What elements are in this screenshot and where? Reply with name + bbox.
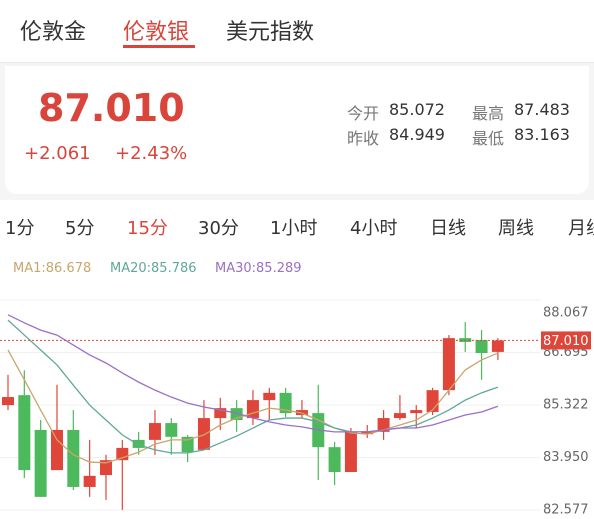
candle-body [328,447,341,473]
price: 87.010 [38,86,185,130]
period-tab[interactable]: 5分 [65,218,95,239]
candle-body [279,392,292,414]
stat-label: 今开 [347,104,380,123]
last-price-box [541,331,591,350]
candle-body [442,338,455,391]
candle-body [2,397,14,406]
candle-body [67,429,80,487]
tab[interactable]: 美元指数 [226,20,315,45]
period-tab[interactable]: 30分 [198,218,239,239]
ma-line [7,319,499,454]
candle-body [344,431,357,473]
candle-body [426,390,439,412]
candle-body [148,423,161,440]
stat-value: 84.949 [389,125,445,144]
stat-label: 昨收 [347,129,380,148]
period-tab[interactable]: 15分 [127,218,168,239]
period-tab[interactable]: 周线 [498,218,534,239]
candle-body [50,429,63,471]
candle-body [99,460,112,476]
period-tab[interactable]: 1小时 [270,218,318,239]
candle-body [491,340,504,352]
ma-legend: MA20:85.786 [110,261,197,276]
candle-body [214,408,227,419]
y-tick-label: 83.950 [543,450,589,465]
period-tab[interactable]: 1分 [5,218,35,239]
period-tab[interactable]: 日线 [430,218,466,239]
candle-body [181,436,194,453]
last-price-label: 87.010 [543,334,589,349]
stat-value: 83.163 [514,125,570,144]
candle-body [361,431,374,435]
stat-value: 87.483 [514,100,570,119]
stat-value: 85.072 [389,100,445,119]
candle-body [246,400,259,419]
y-tick-label: 88.067 [543,306,589,321]
candle-body [410,410,423,414]
candle-body [34,429,47,497]
candle-body [132,439,145,448]
tab[interactable]: 伦敦金 [20,20,87,45]
ma-legend: MA1:86.678 [13,261,92,276]
change-pct: +2.43% [115,143,188,164]
candle-body [83,475,96,487]
candle-body [475,340,488,354]
candle-body [197,418,210,450]
candle-body [393,413,406,419]
y-tick-label: 85.322 [543,398,589,413]
candle-body [230,408,243,420]
ma-line [7,314,499,433]
tab-bar [0,0,594,63]
period-tab[interactable]: 月线 [568,218,594,239]
period-tab[interactable]: 4小时 [350,218,398,239]
candle-body [263,392,276,401]
candle-body [165,423,178,437]
stat-label: 最低 [472,129,505,148]
ma-line [7,349,499,464]
candle-body [18,395,31,471]
tab-underline [123,45,195,48]
y-tick-label: 82.577 [543,503,589,518]
stat-label: 最高 [472,104,505,123]
tab[interactable]: 伦敦银 [123,20,190,45]
change: +2.061 [24,143,91,164]
ma-legend: MA30:85.289 [215,261,302,276]
quote-card [5,66,589,194]
